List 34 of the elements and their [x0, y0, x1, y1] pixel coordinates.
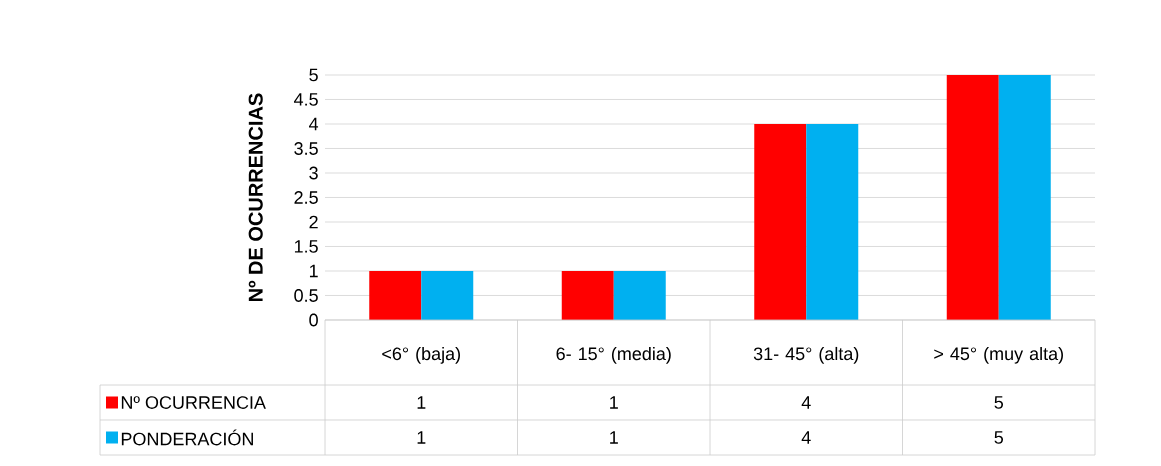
y-tick-label: 4.5	[293, 93, 318, 106]
bar	[369, 271, 422, 320]
bar	[613, 271, 666, 320]
y-tick-label: 3.5	[294, 142, 318, 155]
data-label: 1	[417, 431, 426, 444]
data-label: 5	[994, 396, 1004, 409]
y-tick-label: 4	[309, 117, 319, 131]
bar	[421, 271, 474, 320]
x-tick-label: <6° (baja)	[382, 346, 460, 364]
data-label: 1	[610, 431, 618, 444]
y-tick-label: 1	[309, 264, 318, 278]
bar	[561, 271, 614, 320]
bar	[806, 124, 859, 320]
bar	[946, 75, 999, 320]
y-tick-label: 2.5	[294, 191, 318, 204]
y-tick-label: 0	[309, 313, 318, 327]
y-tick-label: 2	[309, 215, 318, 229]
data-label: 5	[994, 431, 1004, 444]
y-tick-label: 5	[309, 68, 318, 82]
y-tick-label: 1.5	[294, 240, 318, 253]
x-tick-label: 6- 15° (media)	[556, 346, 671, 364]
y-tick-label: 0.5	[294, 289, 318, 302]
x-tick-label: 31- 45° (alta)	[753, 346, 859, 364]
data-label: 4	[801, 431, 811, 444]
data-label: 4	[801, 396, 811, 409]
x-tick-label: > 45° (muy alta)	[934, 346, 1063, 364]
bar	[754, 124, 807, 320]
data-label: 1	[417, 396, 426, 409]
y-tick-label: 3	[309, 166, 318, 180]
legend-label: Nº OCURRENCIA	[121, 396, 266, 409]
bar	[998, 75, 1051, 320]
y-axis-title: Nº DE OCURRENCIAS	[248, 93, 263, 301]
data-label: 1	[610, 396, 618, 409]
legend-label: PONDERACIÓN	[121, 429, 253, 446]
